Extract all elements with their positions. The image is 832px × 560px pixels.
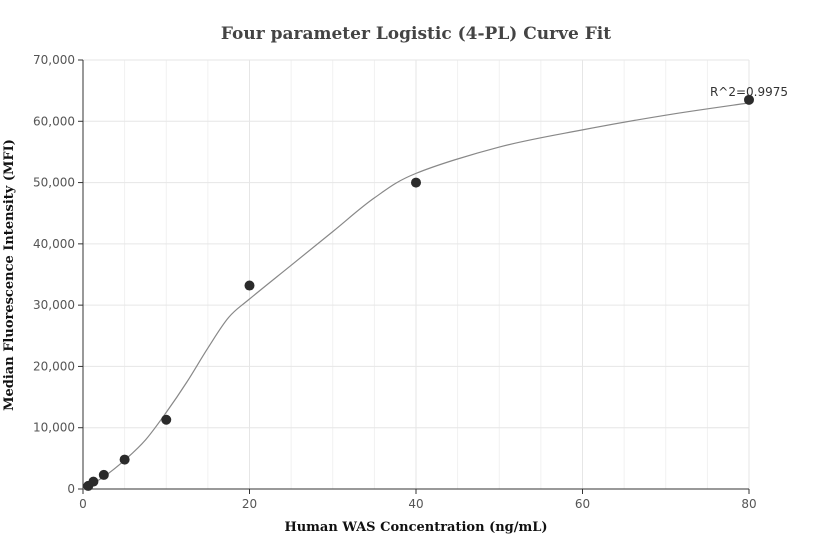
data-point [119, 454, 130, 465]
x-tick-label: 80 [741, 497, 756, 511]
data-points [83, 94, 754, 491]
tick-labels: 0 10,000 20,000 30,000 40,000 50,000 60,000 70,… [33, 53, 757, 511]
chart-title: Four parameter Logistic (4-PL) Curve Fit [221, 24, 611, 44]
x-tick-label: 60 [575, 497, 590, 511]
y-tick-label: 10,000 [33, 421, 75, 435]
data-point [244, 280, 255, 291]
x-tick-label: 40 [408, 497, 423, 511]
x-tick-label: 20 [242, 497, 257, 511]
data-point [161, 414, 172, 425]
x-tick-label: 0 [79, 497, 87, 511]
y-tick-label: 30,000 [33, 298, 75, 312]
y-tick-label: 50,000 [33, 176, 75, 190]
r-squared-annotation: R^2=0.9975 [710, 85, 788, 99]
fit-curve [82, 102, 750, 490]
y-tick-label: 40,000 [33, 237, 75, 251]
y-tick-label: 0 [67, 482, 75, 496]
y-tick-label: 20,000 [33, 359, 75, 373]
fit-curve-group [82, 102, 750, 490]
axes [78, 59, 750, 494]
data-point [88, 476, 99, 487]
y-tick-label: 60,000 [33, 114, 75, 128]
y-axis-title: Median Fluorescence Intensity (MFI) [2, 139, 17, 411]
y-tick-label: 70,000 [33, 53, 75, 67]
data-point [744, 94, 754, 105]
x-axis-title: Human WAS Concentration (ng/mL) [284, 520, 547, 535]
data-point [98, 469, 109, 480]
data-point [411, 177, 421, 188]
